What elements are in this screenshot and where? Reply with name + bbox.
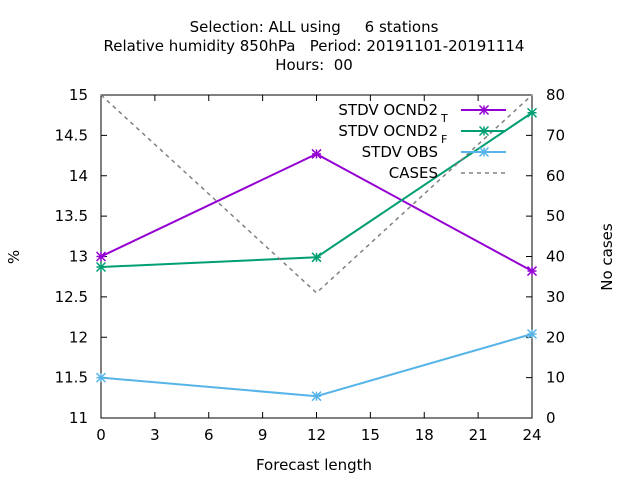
series-line-2: [100, 111, 533, 268]
x-axis-label: Forecast length: [256, 456, 372, 474]
y-tick-label: 14.5: [55, 126, 88, 144]
x-axis: 0 3 6 9 12 15 18 21 24: [96, 95, 542, 444]
y-tick-label: 12.5: [55, 288, 88, 306]
y-tick-label: 15: [69, 86, 88, 104]
x-tick-label: 6: [204, 426, 214, 444]
y2-tick-label: 40: [546, 248, 565, 266]
y2-tick-label: 50: [546, 207, 565, 225]
y-tick-label: 14: [69, 167, 88, 185]
series-line-4: [100, 94, 533, 294]
x-tick-label: 15: [361, 426, 380, 444]
legend-label: STDV OCND2: [338, 122, 438, 140]
legend-label: STDV OCND2: [338, 101, 438, 119]
x-tick-label: 3: [150, 426, 160, 444]
y-tick-label: 13: [69, 248, 88, 266]
y-tick-label: 13.5: [55, 207, 88, 225]
x-tick-label: 18: [415, 426, 434, 444]
title-line: Hours: 00: [275, 56, 353, 74]
chart-title: Selection: ALL using 6 stationsRelative …: [104, 18, 525, 74]
x-tick-label: 21: [469, 426, 488, 444]
x-tick-label: 12: [307, 426, 326, 444]
y2-tick-label: 20: [546, 328, 565, 346]
y2-tick-label: 70: [546, 126, 565, 144]
legend-label: STDV OBS: [362, 143, 438, 161]
x-tick-label: 0: [96, 426, 106, 444]
legend-subscript: T: [440, 112, 448, 125]
y2-tick-label: 0: [546, 409, 556, 427]
y-axis-label: %: [5, 250, 23, 264]
title-line: Relative humidity 850hPa Period: 2019110…: [104, 37, 525, 55]
x-tick-label: 24: [522, 426, 541, 444]
y-axis-right: 0 10 20 30 40 50 60 70 80: [526, 86, 565, 427]
y-axis-left: 11 11.5 12 12.5 13 13.5 14 14.5 15: [55, 86, 107, 427]
y2-tick-label: 30: [546, 288, 565, 306]
series-group: [95, 94, 538, 402]
title-line: Selection: ALL using 6 stations: [190, 18, 439, 36]
y2-axis-label: No cases: [598, 223, 616, 291]
series-line-3: [100, 333, 533, 398]
y-tick-label: 12: [69, 328, 88, 346]
legend-subscript: F: [441, 133, 447, 146]
y2-tick-label: 10: [546, 369, 565, 387]
y2-tick-label: 80: [546, 86, 565, 104]
y-tick-label: 11: [69, 409, 88, 427]
y-tick-label: 11.5: [55, 369, 88, 387]
legend-label: CASES: [389, 164, 438, 182]
y2-tick-label: 60: [546, 167, 565, 185]
x-tick-label: 9: [258, 426, 268, 444]
